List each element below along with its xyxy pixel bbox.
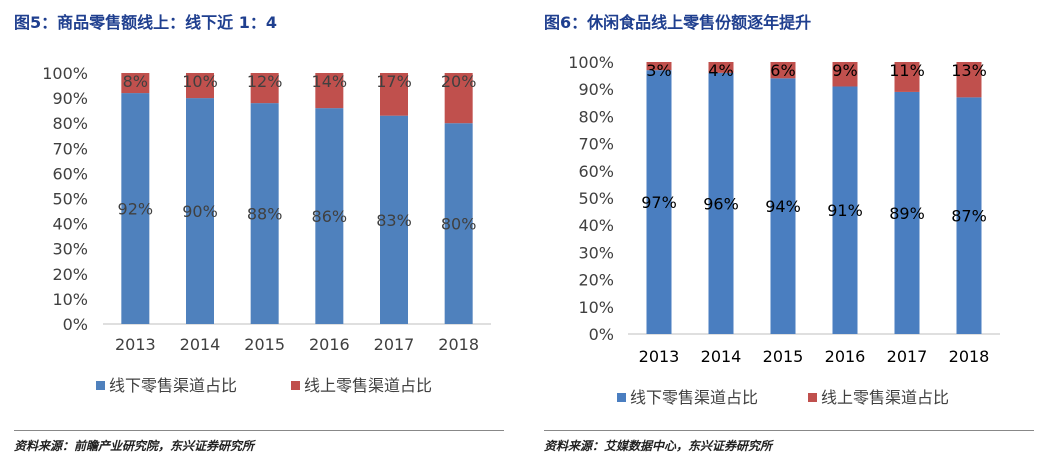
chart-2-legend-label: 线上零售渠道占比 [821, 388, 949, 407]
chart-2-bar-offline [708, 72, 734, 334]
chart-1-data-label: 88% [247, 205, 283, 224]
chart-1-bar-online [186, 73, 214, 99]
chart-1-data-label: 12% [247, 72, 283, 91]
chart-2-legend-swatch [617, 393, 626, 402]
chart-2-category-label: 2016 [825, 347, 866, 366]
chart-1-bar-offline [186, 98, 214, 324]
chart-1-category-label: 2016 [309, 335, 350, 354]
chart-2-data-label: 91% [827, 201, 863, 220]
chart-2-bar-online [708, 62, 734, 73]
chart-1-category-label: 2018 [438, 335, 479, 354]
chart-2-bar-offline [894, 91, 920, 334]
chart-1-ytick-label: 70% [52, 139, 88, 158]
chart-2-bar-offline [832, 86, 858, 334]
chart-2-ytick-label: 0% [589, 325, 614, 344]
chart-2-bar-offline [956, 97, 982, 334]
chart-2-data-label: 87% [951, 207, 987, 226]
chart-1-data-label: 86% [312, 207, 348, 226]
chart-1-category-label: 2013 [115, 335, 156, 354]
chart-2-category-label: 2014 [701, 347, 742, 366]
chart-1-ytick-label: 80% [52, 114, 88, 133]
chart-1-data-label: 92% [118, 200, 154, 219]
chart-2-bar-online [770, 62, 796, 79]
chart-1-heading: 图5：商品零售额线上：线下近 1：4 [14, 13, 277, 32]
chart-1-bar-online [380, 73, 408, 116]
chart-1-category-label: 2014 [180, 335, 221, 354]
chart-1-ytick-label: 40% [52, 215, 88, 234]
chart-2-bar-online [956, 62, 982, 98]
chart-2-data-label: 13% [951, 61, 987, 80]
chart-1-ytick-label: 10% [52, 290, 88, 309]
chart-1-bar-online [121, 73, 150, 94]
chart-1-data-label: 80% [441, 215, 477, 234]
chart-2-category-label: 2013 [639, 347, 680, 366]
chart-1-bar-online [315, 73, 344, 109]
chart-2-data-label: 97% [641, 193, 677, 212]
chart-1-ytick-label: 90% [52, 89, 88, 108]
chart-1-data-label: 14% [312, 72, 348, 91]
chart-2-ytick-label: 100% [568, 53, 614, 72]
chart-2-bar-offline [770, 78, 796, 334]
chart-2-data-label: 89% [889, 204, 925, 223]
chart-2-legend-label: 线下零售渠道占比 [630, 388, 758, 407]
chart-1-ytick-label: 60% [52, 164, 88, 183]
chart-2-bar-online [894, 62, 920, 92]
chart-2-ytick-label: 40% [578, 216, 614, 235]
chart-1-bar-offline [250, 103, 279, 325]
chart-2-source: 资料来源：艾媒数据中心，东兴证券研究所 [544, 439, 773, 453]
chart-1-legend-label: 线上零售渠道占比 [304, 376, 432, 395]
chart-1-data-label: 90% [182, 202, 218, 221]
divider-1 [14, 430, 504, 431]
chart-1-data-label: 10% [182, 72, 218, 91]
chart-2-data-label: 3% [646, 61, 671, 80]
chart-1-category-label: 2015 [244, 335, 285, 354]
chart-1-source: 资料来源：前瞻产业研究院，东兴证券研究所 [14, 439, 255, 453]
chart-2-ytick-label: 80% [578, 107, 614, 126]
chart-2-data-label: 9% [832, 61, 857, 80]
chart-2-ytick-label: 50% [578, 189, 614, 208]
chart-2-bar-online [646, 62, 672, 71]
chart-2-ytick-label: 10% [578, 298, 614, 317]
chart-2-data-label: 94% [765, 197, 801, 216]
divider-2 [544, 430, 1034, 431]
chart-1-data-label: 20% [441, 72, 477, 91]
chart-1-data-label: 8% [123, 72, 148, 91]
chart-1-legend-swatch [96, 381, 105, 390]
chart-1-legend-label: 线下零售渠道占比 [109, 376, 237, 395]
chart-2-ytick-label: 30% [578, 243, 614, 262]
chart-2-data-label: 11% [889, 61, 925, 80]
chart-1-bar-online [250, 73, 279, 104]
chart-1-bar-offline [121, 93, 150, 324]
chart-2-category-label: 2015 [763, 347, 804, 366]
chart-2-bar-offline [646, 70, 672, 334]
chart-1-ytick-label: 0% [63, 315, 88, 334]
chart-1-data-label: 17% [376, 72, 412, 91]
chart-1-bar-offline [315, 108, 344, 324]
chart-1-data-label: 83% [376, 211, 412, 230]
chart-2-category-label: 2017 [887, 347, 928, 366]
chart-1-ytick-label: 50% [52, 190, 88, 209]
chart-2-data-label: 6% [770, 61, 795, 80]
chart-2-heading: 图6：休闲食品线上零售份额逐年提升 [544, 13, 812, 32]
chart-2-ytick-label: 60% [578, 162, 614, 181]
chart-1-ytick-label: 100% [42, 64, 88, 83]
chart-2-ytick-label: 70% [578, 135, 614, 154]
chart-1-bar-offline [444, 123, 473, 324]
chart-2-data-label: 4% [708, 61, 733, 80]
chart-1-category-label: 2017 [374, 335, 415, 354]
chart-1-legend-swatch [291, 381, 300, 390]
chart-2-data-label: 96% [703, 194, 739, 213]
chart-1-ytick-label: 30% [52, 240, 88, 259]
chart-2-ytick-label: 20% [578, 271, 614, 290]
chart-2-ytick-label: 90% [578, 80, 614, 99]
chart-2-bar-online [832, 62, 858, 87]
chart-1-bar-online [444, 73, 473, 124]
chart-1-ytick-label: 20% [52, 265, 88, 284]
chart-2-category-label: 2018 [949, 347, 990, 366]
chart-1-bar-offline [380, 115, 408, 324]
chart-2-legend-swatch [808, 393, 817, 402]
